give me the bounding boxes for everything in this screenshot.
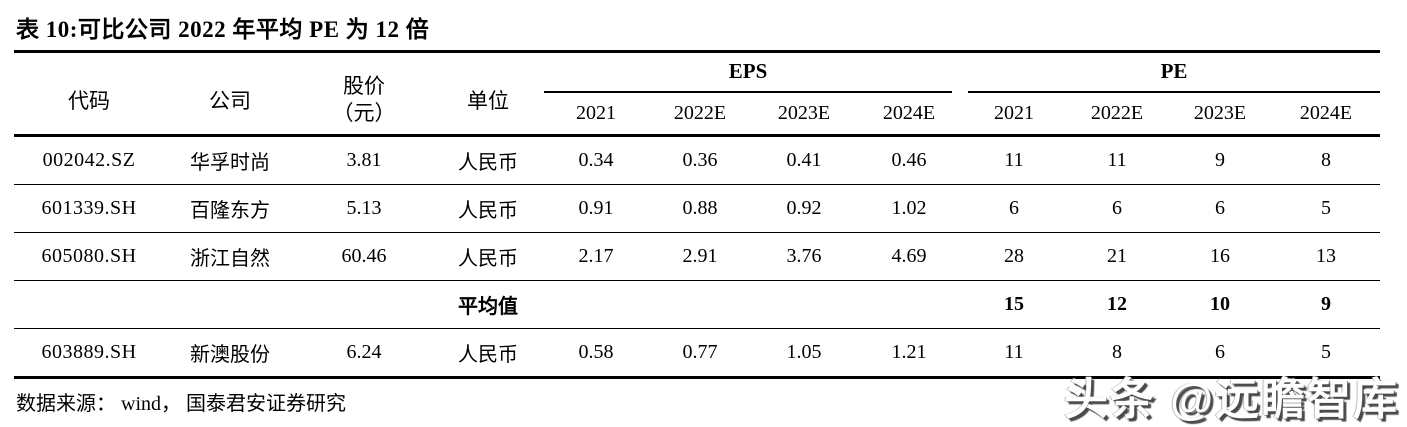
cell-unit: 人民币 [458,344,518,366]
cell-price: 6.24 [346,341,382,363]
cell-pe-2022e: 6 [1112,197,1123,219]
cell-code: 002042.SZ [42,149,136,171]
cell-price: 3.81 [346,149,382,171]
table-row: 603889.SH 新澳股份 6.24 人民币 0.58 0.77 1.05 1… [14,329,1381,378]
cell-eps-2022e: 2.91 [682,245,718,267]
eps-year-2021: 2021 [576,102,616,124]
cell-price: 5.13 [346,197,382,219]
table-row: 002042.SZ 华孚时尚 3.81 人民币 0.34 0.36 0.41 0… [14,136,1381,185]
cell-unit: 人民币 [458,248,518,270]
comparable-companies-table: 代码 公司 股价 （元） 单位 EPS PE 2021 2022E 2023E … [14,53,1381,379]
price-header-line2: （元） [332,100,396,125]
cell-pe-2021: 11 [1004,341,1024,363]
average-row: 平均值 15 12 10 9 [14,281,1381,329]
table-row: 605080.SH 浙江自然 60.46 人民币 2.17 2.91 3.76 … [14,233,1381,281]
cell-eps-2024e: 0.46 [891,149,927,171]
cell-eps-2022e: 0.88 [682,197,718,219]
cell-unit: 人民币 [458,200,518,222]
cell-eps-2024e: 1.02 [891,197,927,219]
price-header-line1: 股价 [343,74,385,99]
cell-pe-2022e: 11 [1107,149,1127,171]
data-source-text: 数据来源： wind， 国泰君安证券研究 [16,393,346,415]
table-title: 表 10:可比公司 2022 年平均 PE 为 12 倍 [14,6,1380,53]
col-header-price: 股价 （元） [296,53,432,136]
pe-year-2024e: 2024E [1299,102,1353,124]
cell-eps-2021: 0.34 [578,149,614,171]
cell-pe-2024e: 13 [1316,245,1337,267]
eps-year-2023e: 2023E [777,102,831,124]
cell-eps-2021: 2.17 [578,245,614,267]
col-header-unit: 单位 [467,88,509,113]
cell-company: 华孚时尚 [190,152,270,174]
cell-eps-empty [544,281,648,329]
cell-company-empty [164,281,296,329]
cell-eps-empty [752,281,856,329]
cell-code: 603889.SH [41,341,137,363]
cell-pe-2024e: 5 [1321,197,1332,219]
average-label: 平均值 [458,296,518,318]
cell-company: 百隆东方 [190,200,270,222]
cell-unit: 人民币 [458,152,518,174]
cell-pe-2022e: 8 [1112,341,1123,363]
cell-company: 新澳股份 [190,344,270,366]
cell-company: 浙江自然 [190,248,270,270]
pe-year-2022e: 2022E [1090,102,1144,124]
cell-pe-2021: 11 [1004,149,1024,171]
group-header-pe: PE [962,53,1381,93]
cell-eps-empty [648,281,752,329]
avg-pe-2023e: 10 [1210,293,1231,315]
cell-code-empty [14,281,164,329]
cell-pe-2024e: 5 [1321,341,1332,363]
cell-pe-2024e: 8 [1321,149,1332,171]
cell-pe-2021: 6 [1009,197,1020,219]
cell-eps-2024e: 1.21 [891,341,927,363]
cell-eps-2023e: 0.92 [786,197,822,219]
cell-eps-2023e: 0.41 [786,149,822,171]
pe-year-2023e: 2023E [1193,102,1247,124]
cell-pe-2022e: 21 [1107,245,1128,267]
cell-pe-2021: 28 [1004,245,1025,267]
table-row: 601339.SH 百隆东方 5.13 人民币 0.91 0.88 0.92 1… [14,185,1381,233]
pe-year-2021: 2021 [994,102,1035,124]
table-header: 代码 公司 股价 （元） 单位 EPS PE 2021 2022E 2023E … [14,53,1381,136]
col-header-company: 公司 [209,88,251,113]
group-header-eps: EPS [544,53,962,93]
cell-eps-2022e: 0.36 [682,149,718,171]
cell-eps-2023e: 1.05 [786,341,822,363]
cell-pe-2023e: 6 [1215,197,1226,219]
avg-pe-2024e: 9 [1321,293,1332,315]
cell-eps-2021: 0.91 [578,197,614,219]
watermark-text: 头条 @远瞻智库 [1063,375,1399,424]
cell-eps-2022e: 0.77 [682,341,718,363]
col-header-code: 代码 [68,88,110,113]
avg-pe-2022e: 12 [1107,293,1128,315]
cell-eps-2021: 0.58 [578,341,614,363]
cell-price-empty [296,281,432,329]
cell-pe-2023e: 16 [1210,245,1231,267]
eps-year-2024e: 2024E [882,102,936,124]
cell-eps-empty [856,281,962,329]
cell-code: 601339.SH [41,197,137,219]
cell-eps-2024e: 4.69 [891,245,927,267]
cell-code: 605080.SH [41,245,137,267]
cell-pe-2023e: 6 [1215,341,1226,363]
cell-price: 60.46 [341,245,387,267]
cell-pe-2023e: 9 [1215,149,1226,171]
cell-eps-2023e: 3.76 [786,245,822,267]
avg-pe-2021: 15 [1004,293,1025,315]
eps-year-2022e: 2022E [673,102,727,124]
